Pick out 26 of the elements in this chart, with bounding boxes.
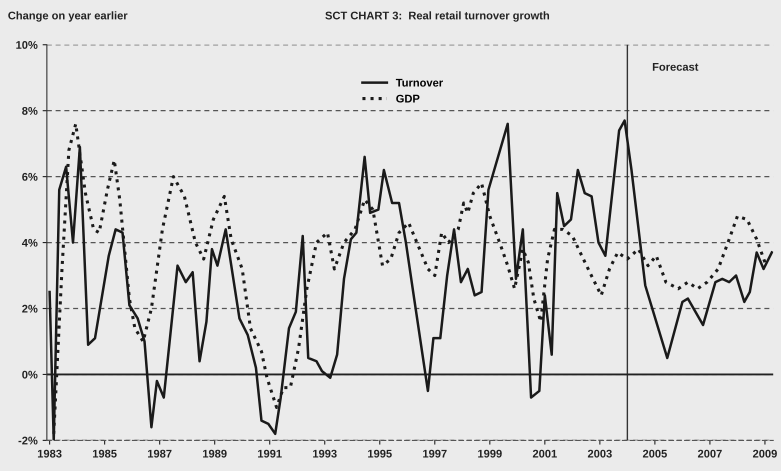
y-tick-label: 4% [22,238,38,247]
ref-line-label: Forecast [652,63,698,71]
x-tick-label: 2001 [532,450,557,458]
y-tick-label: 10% [16,41,38,49]
x-tick-label: 1999 [478,450,502,458]
x-tick-label: 1989 [203,450,227,458]
x-tick-label: 1985 [92,450,117,458]
x-tick-label: 1995 [368,450,392,458]
y-tick-label: 2% [22,304,38,313]
x-tick-label: 2003 [588,450,612,458]
legend-label: Turnover [396,78,443,87]
y-axis-title: Change on year earlier [8,11,128,22]
y-tick-label: 6% [22,172,38,181]
x-tick-label: 2009 [752,450,777,458]
x-tick-label: 1993 [313,450,337,458]
y-tick-label: 0% [22,370,38,379]
y-tick-label: 8% [22,106,38,115]
x-tick-label: 2005 [642,450,667,458]
legend-label: GDP [396,94,420,103]
x-tick-label: 2007 [698,450,722,458]
x-tick-label: 1983 [38,450,62,458]
x-tick-label: 1987 [148,450,172,458]
x-tick-label: 1997 [423,450,447,458]
x-tick-label: 1991 [258,450,282,458]
chart-title: SCT CHART 3: Real retail turnover growth [325,11,550,22]
y-tick-label: -2% [18,436,38,444]
